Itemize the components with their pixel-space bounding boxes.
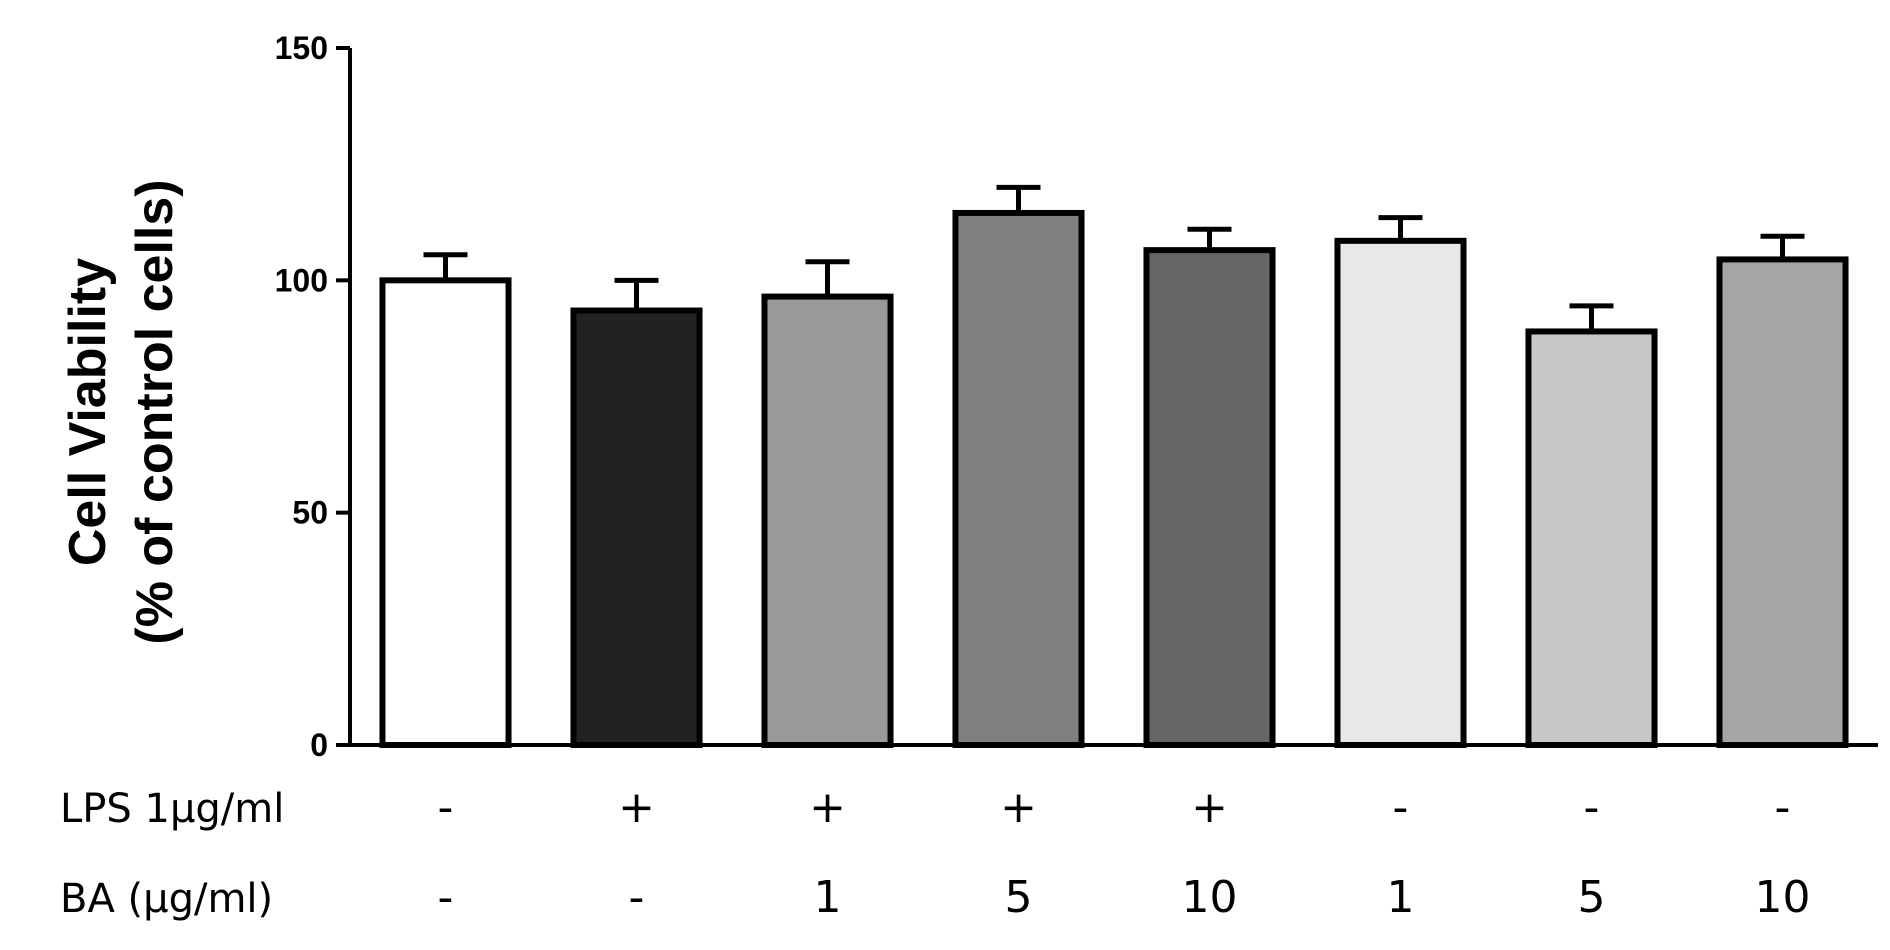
ba-value-6: 1 (1387, 872, 1415, 923)
ba-value-2: - (629, 872, 645, 923)
y-axis-label-line-1: Cell Viability (59, 258, 117, 566)
bar-1 (379, 277, 512, 748)
y-ticks: 0 50 100 150 (275, 30, 350, 763)
lps-value-7: - (1584, 782, 1600, 833)
bar-8 (1716, 256, 1849, 748)
row-label-lps: LPS 1μg/ml (60, 786, 284, 832)
bar-5 (1143, 247, 1276, 748)
ba-value-7: 5 (1578, 872, 1606, 923)
y-tick-label-50: 50 (292, 495, 328, 531)
condition-table: LPS 1μg/ml BA (μg/ml) - - + - +1 +5 +10 - 1 - 5 - 10 (60, 782, 1811, 923)
lps-value-4: + (1000, 782, 1037, 833)
y-axis-label-line-2: (% of control cells) (126, 179, 184, 644)
bar-2 (570, 307, 703, 748)
y-tick-label-0: 0 (310, 727, 328, 763)
bar-3 (761, 293, 894, 748)
y-axis-label: Cell Viability (% of control cells) (59, 179, 184, 644)
ba-value-1: - (438, 872, 454, 923)
ba-value-8: 10 (1755, 872, 1811, 923)
bars (379, 209, 1849, 748)
lps-value-2: + (618, 782, 655, 833)
ba-value-3: 1 (814, 872, 842, 923)
lps-value-1: - (438, 782, 454, 833)
error-bars (423, 184, 1805, 332)
ba-value-4: 5 (1005, 872, 1033, 923)
lps-value-8: - (1775, 782, 1791, 833)
y-tick-label-150: 150 (275, 30, 328, 66)
y-tick-label-100: 100 (275, 262, 328, 298)
lps-value-3: + (809, 782, 846, 833)
bar-7 (1525, 328, 1658, 748)
ba-value-5: 10 (1182, 872, 1238, 923)
bar-4 (952, 209, 1085, 748)
lps-value-6: - (1393, 782, 1409, 833)
lps-value-5: + (1191, 782, 1228, 833)
bar-6 (1334, 237, 1467, 748)
row-label-ba: BA (μg/ml) (60, 876, 273, 922)
